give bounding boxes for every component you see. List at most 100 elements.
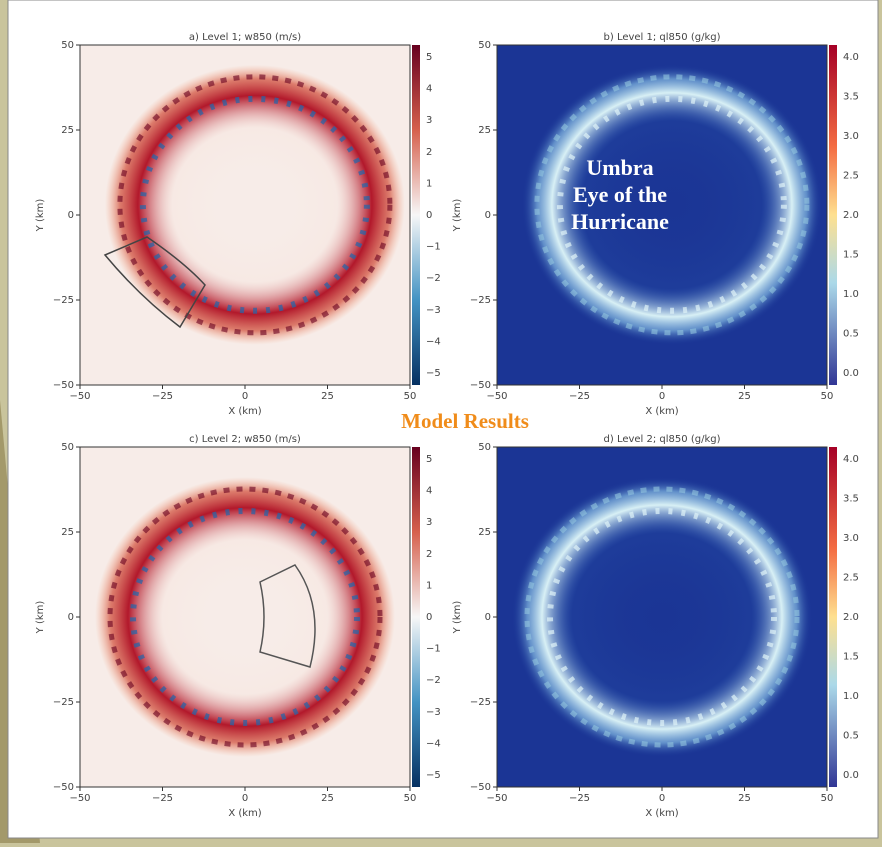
x-tick-label: −25 xyxy=(152,793,173,804)
sector-outline xyxy=(259,564,316,668)
y-tick-label: 25 xyxy=(478,527,491,538)
colorbar-tick-label: 2 xyxy=(426,549,432,560)
y-tick-label: −50 xyxy=(53,782,74,793)
colorbar xyxy=(829,447,837,787)
colorbar-tick-label: −4 xyxy=(426,738,441,749)
y-tick-label: 0 xyxy=(68,612,74,623)
colorbar xyxy=(412,447,420,787)
colorbar-tick-label: 1 xyxy=(426,178,432,189)
panel-title: a) Level 1; w850 (m/s) xyxy=(189,32,301,43)
colorbar-tick-label: −5 xyxy=(426,368,441,379)
x-tick-label: −50 xyxy=(486,793,507,804)
x-tick-label: 50 xyxy=(821,391,834,402)
x-tick-label: −50 xyxy=(69,391,90,402)
y-tick-label: 50 xyxy=(478,442,491,453)
colorbar-tick-label: 2.5 xyxy=(843,171,859,182)
y-axis-label: Y (km) xyxy=(35,199,46,233)
colorbar-tick-label: 4.0 xyxy=(843,454,859,465)
colorbar-tick-label: −1 xyxy=(426,242,441,253)
y-axis-label: Y (km) xyxy=(452,601,463,635)
annotation: Eye of the xyxy=(573,182,667,207)
y-tick-label: 25 xyxy=(61,527,74,538)
heatmap-stripes xyxy=(524,486,800,748)
colorbar-tick-label: 1.0 xyxy=(843,289,859,300)
colorbar xyxy=(829,45,837,385)
y-axis-label: Y (km) xyxy=(452,199,463,233)
colorbar-tick-label: 1 xyxy=(426,580,432,591)
colorbar-tick-label: 1.5 xyxy=(843,250,859,261)
colorbar-tick-label: −1 xyxy=(426,644,441,655)
heatmap-ring xyxy=(104,64,405,345)
y-tick-label: −50 xyxy=(470,380,491,391)
colorbar-tick-label: 0.5 xyxy=(843,329,859,340)
panel-title: b) Level 1; ql850 (g/kg) xyxy=(604,32,721,43)
colorbar-tick-label: 4 xyxy=(426,84,432,95)
colorbar-tick-label: −5 xyxy=(426,770,441,781)
colorbar-tick-label: −2 xyxy=(426,273,441,284)
x-tick-label: −25 xyxy=(569,391,590,402)
colorbar-tick-label: 4 xyxy=(426,486,432,497)
y-tick-label: −50 xyxy=(470,782,491,793)
colorbar-tick-label: 0.0 xyxy=(843,368,859,379)
colorbar-tick-label: 5 xyxy=(426,52,432,63)
x-tick-label: 50 xyxy=(404,793,417,804)
y-tick-label: 50 xyxy=(478,40,491,51)
colorbar-tick-label: 2.0 xyxy=(843,612,859,623)
colorbar-tick-label: 3 xyxy=(426,517,432,528)
x-tick-label: 25 xyxy=(321,391,334,402)
heatmap-stripes xyxy=(139,95,370,314)
x-tick-label: −50 xyxy=(486,391,507,402)
colorbar-tick-label: 3.5 xyxy=(843,494,859,505)
heatmap-stripes xyxy=(534,74,810,336)
y-tick-label: −25 xyxy=(470,295,491,306)
annotation: Hurricane xyxy=(571,209,669,234)
colorbar-tick-label: −3 xyxy=(426,707,441,718)
heatmap-stripes xyxy=(107,486,383,748)
panel-title: c) Level 2; w850 (m/s) xyxy=(189,434,301,445)
heatmap-ring xyxy=(512,477,812,757)
y-tick-label: −25 xyxy=(470,697,491,708)
colorbar-tick-label: 3 xyxy=(426,115,432,126)
colorbar-tick-label: 3.0 xyxy=(843,131,859,142)
colorbar xyxy=(412,45,420,385)
colorbar-tick-label: 3.5 xyxy=(843,92,859,103)
y-tick-label: 25 xyxy=(61,125,74,136)
heatmap-stripes xyxy=(556,95,787,314)
heatmap-stripes xyxy=(547,508,777,726)
x-axis-label: X (km) xyxy=(228,808,261,819)
heatmap-stripes xyxy=(130,508,360,726)
x-axis-label: X (km) xyxy=(228,406,261,417)
colorbar-tick-label: 5 xyxy=(426,454,432,465)
x-tick-label: 0 xyxy=(242,391,248,402)
colorbar-tick-label: 4.0 xyxy=(843,52,859,63)
panel-title: d) Level 2; ql850 (g/kg) xyxy=(604,434,721,445)
colorbar-tick-label: −2 xyxy=(426,675,441,686)
y-tick-label: 0 xyxy=(485,210,491,221)
colorbar-tick-label: 0.0 xyxy=(843,770,859,781)
colorbar-tick-label: 2.5 xyxy=(843,573,859,584)
x-tick-label: −25 xyxy=(569,793,590,804)
colorbar-tick-label: 3.0 xyxy=(843,533,859,544)
colorbar-tick-label: 0 xyxy=(426,210,432,221)
x-tick-label: 50 xyxy=(404,391,417,402)
x-tick-label: 0 xyxy=(659,391,665,402)
colorbar-tick-label: 1.0 xyxy=(843,691,859,702)
x-tick-label: 0 xyxy=(659,793,665,804)
x-axis-label: X (km) xyxy=(645,808,678,819)
colorbar-tick-label: −3 xyxy=(426,305,441,316)
y-tick-label: −25 xyxy=(53,697,74,708)
y-axis-label: Y (km) xyxy=(35,601,46,635)
colorbar-tick-label: −4 xyxy=(426,336,441,347)
sector-outline xyxy=(103,236,206,329)
heatmap-stripes xyxy=(117,74,393,336)
heatmap-ring xyxy=(95,477,395,757)
x-tick-label: −25 xyxy=(152,391,173,402)
heatmap-ring xyxy=(521,64,822,345)
panels: a) Level 1; w850 (m/s)−50 −25 0 25 5050250−2… xyxy=(35,32,859,819)
x-tick-label: 0 xyxy=(242,793,248,804)
x-axis-label: X (km) xyxy=(645,406,678,417)
colorbar-tick-label: 1.5 xyxy=(843,652,859,663)
y-tick-label: −25 xyxy=(53,295,74,306)
x-tick-label: 25 xyxy=(321,793,334,804)
